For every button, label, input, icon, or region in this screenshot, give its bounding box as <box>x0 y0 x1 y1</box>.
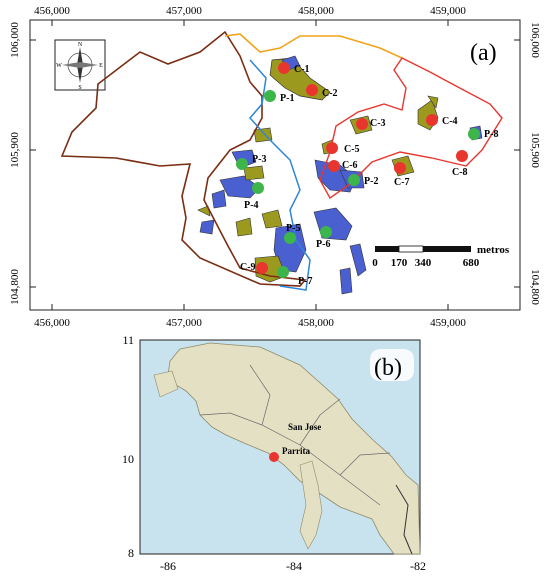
scale-tick-340: 340 <box>415 257 432 269</box>
sample-marker-p-4 <box>252 182 264 194</box>
boundary-orange <box>224 33 403 59</box>
b-bottom-tick-label: -82 <box>410 559 426 573</box>
right-tick-label: 106,000 <box>529 22 541 58</box>
right-tick-label: 105,900 <box>529 132 541 168</box>
bottom-tick-label: 456,000 <box>34 317 70 329</box>
sample-label-p-6: P-6 <box>316 239 330 250</box>
scale-bar: metros 0 170 340 680 <box>372 244 510 269</box>
sample-marker-c-5 <box>326 142 338 154</box>
sample-label-c-8: C-8 <box>452 167 468 178</box>
sample-label-c-9: C-9 <box>240 262 256 273</box>
frame-tick-marks <box>30 20 520 310</box>
boundary-blue <box>248 59 311 291</box>
panel-a-label: (a) <box>470 40 497 66</box>
sample-label-p-4: P-4 <box>244 200 258 211</box>
location-map: 11 10 8 -86 -84 -82 San Jose Parrita (b) <box>0 333 550 576</box>
parrita-marker <box>269 452 279 462</box>
b-bottom-axis-ticks: -86 -84 -82 <box>160 559 426 573</box>
sample-marker-p-2 <box>348 174 360 186</box>
internal-borders <box>199 364 391 506</box>
b-left-tick-label: 10 <box>122 452 134 466</box>
scale-tick-0: 0 <box>372 257 378 269</box>
sample-marker-c-1 <box>278 62 290 74</box>
compass-w-label: W <box>56 63 62 69</box>
scale-tick-170: 170 <box>391 257 408 269</box>
sample-marker-p-7 <box>277 266 289 278</box>
place-label-parrita: Parrita <box>282 446 310 456</box>
sample-marker-p-5 <box>284 232 296 244</box>
sample-label-p-7: P-7 <box>298 276 312 287</box>
sample-label-p-3: P-3 <box>252 154 266 165</box>
study-area-svg: 456,000 457,000 458,000 459,000 456,000 457,… <box>9 5 541 329</box>
bottom-tick-label: 457,000 <box>166 317 202 329</box>
sample-label-p-1: P-1 <box>280 93 294 104</box>
sample-marker-c-3 <box>356 118 368 130</box>
compass-rose: N S E W <box>54 39 106 91</box>
left-tick-label: 106,000 <box>9 22 21 58</box>
top-tick-label: 459,000 <box>430 5 466 17</box>
b-bottom-tick-label: -84 <box>286 559 302 573</box>
b-left-axis-ticks: 11 10 8 <box>122 333 134 560</box>
sample-label-p-2: P-2 <box>364 176 378 187</box>
sample-marker-p-8 <box>468 128 480 140</box>
study-area-map: 456,000 457,000 458,000 459,000 456,000 457,… <box>9 5 541 329</box>
location-svg: 11 10 8 -86 -84 -82 San Jose Parrita (b) <box>122 333 426 573</box>
right-axis-ticks: 106,000 105,900 104,800 <box>529 22 541 305</box>
top-tick-label: 456,000 <box>34 5 70 17</box>
compass-s-label: S <box>78 85 81 91</box>
bottom-tick-label: 459,000 <box>430 317 466 329</box>
sample-label-c-7: C-7 <box>394 177 410 188</box>
scale-unit: metros <box>477 244 510 256</box>
sample-marker-p-1 <box>264 90 276 102</box>
sample-marker-p-6 <box>320 226 332 238</box>
compass-n-label: N <box>78 42 83 48</box>
sample-label-c-3: C-3 <box>370 118 386 129</box>
b-left-tick-label: 11 <box>122 335 134 347</box>
sample-label-c-6: C-6 <box>342 160 358 171</box>
top-tick-label: 458,000 <box>298 5 334 17</box>
panel-b-label-bg <box>370 349 414 381</box>
b-left-tick-label: 8 <box>128 546 134 560</box>
boundary-brown <box>60 30 307 287</box>
bottom-tick-label: 458,000 <box>298 317 334 329</box>
scale-tick-680: 680 <box>463 257 480 269</box>
sample-label-p-8: P-8 <box>484 129 498 140</box>
sample-label-c-4: C-4 <box>442 116 458 127</box>
sample-label-c-5: C-5 <box>344 144 360 155</box>
sample-marker-c-9 <box>256 262 268 274</box>
panama-border <box>395 484 413 555</box>
top-axis-ticks: 456,000 457,000 458,000 459,000 <box>34 5 466 17</box>
sample-label-c-2: C-2 <box>322 88 338 99</box>
panel-b-label: (b) <box>374 355 402 381</box>
sample-marker-c-7 <box>394 162 406 174</box>
sample-marker-c-8 <box>456 150 468 162</box>
right-tick-label: 104,800 <box>529 269 541 305</box>
sample-label-c-1: C-1 <box>294 64 310 75</box>
sample-marker-c-2 <box>306 84 318 96</box>
sample-marker-p-3 <box>236 158 248 170</box>
sample-marker-c-6 <box>328 160 340 172</box>
costa-rica-landmass <box>167 342 421 555</box>
left-tick-label: 104,800 <box>9 269 21 305</box>
place-label-san-jose: San Jose <box>288 422 321 432</box>
top-tick-label: 457,000 <box>166 5 202 17</box>
sample-label-p-5: P-5 <box>286 223 300 234</box>
bottom-axis-ticks: 456,000 457,000 458,000 459,000 <box>34 317 466 329</box>
left-tick-label: 105,900 <box>9 132 21 168</box>
b-bottom-tick-label: -86 <box>160 559 176 573</box>
compass-e-label: E <box>99 63 103 69</box>
sample-markers: C-1 C-2 C-3 C-4 C-5 C-6 C-7 C-8 C-9 P-1 P-2 P-3 P-4 P… <box>236 62 498 287</box>
sample-marker-c-4 <box>426 114 438 126</box>
left-axis-ticks: 106,000 105,900 104,800 <box>9 22 21 305</box>
